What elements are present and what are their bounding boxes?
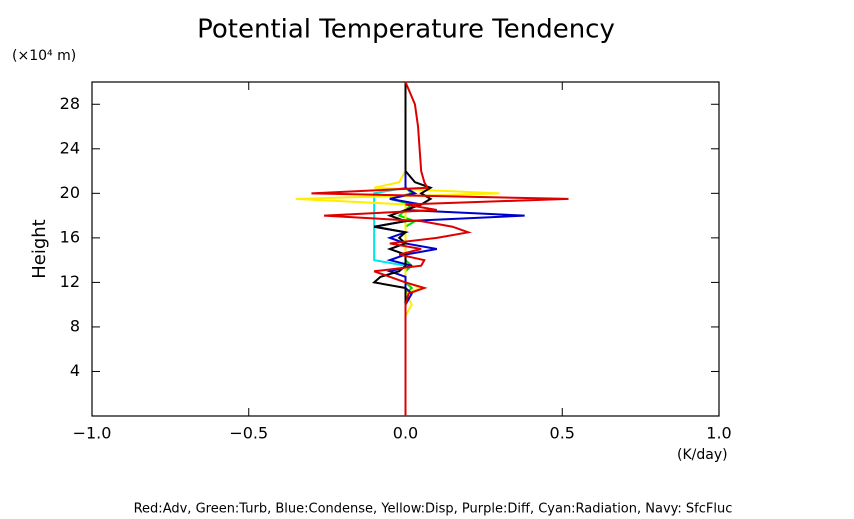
- y-tick-label: 12: [60, 272, 80, 291]
- y-tick-label: 4: [70, 361, 80, 380]
- x-tick-label: 1.0: [706, 424, 731, 443]
- y-tick-label: 16: [60, 227, 80, 246]
- x-tick-label: −0.5: [229, 424, 268, 443]
- y-tick-label: 20: [60, 183, 80, 202]
- y-tick-label: 28: [60, 94, 80, 113]
- y-tick-label: 24: [60, 138, 80, 157]
- profile-line: [389, 82, 418, 416]
- profile-line: [371, 82, 433, 416]
- x-tick-label: 0.5: [550, 424, 575, 443]
- y-tick-label: 8: [70, 316, 80, 335]
- profile-line: [373, 82, 525, 416]
- x-tick-label: 0.0: [393, 424, 418, 443]
- x-unit: (K/day): [677, 447, 728, 463]
- profile-line: [295, 82, 500, 416]
- x-tick-label: −1.0: [73, 424, 112, 443]
- y-unit: (×10⁴ m): [12, 48, 76, 64]
- legend-text: Red:Adv, Green:Turb, Blue:Condense, Yell…: [134, 502, 733, 517]
- chart-title: Potential Temperature Tendency: [197, 15, 615, 45]
- profile-line: [311, 81, 569, 416]
- y-axis-label: Height: [29, 219, 50, 279]
